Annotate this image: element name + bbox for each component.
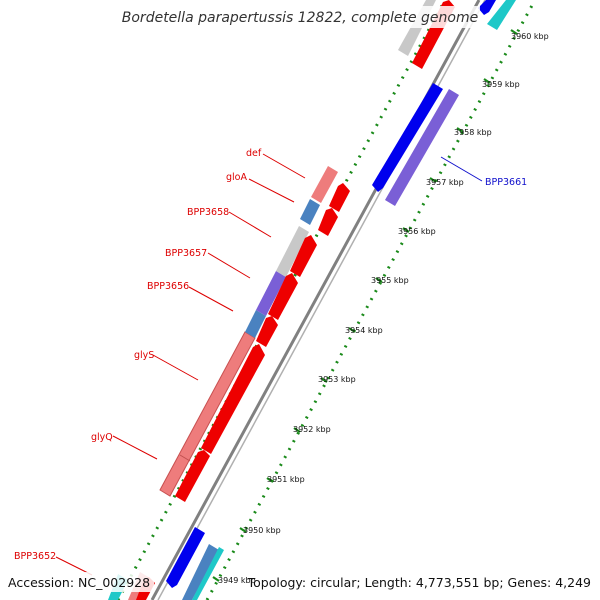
gc-track-inner bbox=[205, 0, 537, 600]
footer-backdrop-left bbox=[4, 572, 154, 592]
footer-backdrop-right bbox=[258, 572, 596, 592]
accession-label: Accession: NC_002928 bbox=[8, 575, 150, 590]
scale-label: 3957 kbp bbox=[426, 178, 464, 187]
feature-gray-1[interactable] bbox=[276, 226, 309, 277]
reverse-cds-track bbox=[166, 0, 516, 600]
cds-def[interactable] bbox=[329, 183, 350, 212]
cds-BPP3657[interactable] bbox=[268, 273, 298, 320]
scale-ticks bbox=[212, 29, 518, 582]
cds-blue-large[interactable] bbox=[372, 83, 443, 192]
feature-pink-def[interactable] bbox=[311, 166, 338, 203]
outer-feature-track bbox=[108, 0, 436, 600]
gene-label-BPP3657: BPP3657 bbox=[165, 248, 207, 259]
cds-steel-bottom[interactable] bbox=[182, 544, 219, 600]
scale-label: 3951 kbp bbox=[267, 475, 305, 484]
cds-glyQ[interactable] bbox=[175, 450, 210, 502]
cds-glyS[interactable] bbox=[201, 344, 265, 454]
feature-steel-2[interactable] bbox=[300, 199, 320, 225]
cds-cyan-bottom[interactable] bbox=[192, 547, 224, 600]
scale-label: 3956 kbp bbox=[398, 227, 436, 236]
scale-label: 3954 kbp bbox=[345, 326, 383, 335]
feature-pink-large[interactable] bbox=[159, 331, 256, 497]
cds-BPP3658[interactable] bbox=[290, 235, 317, 277]
title-backdrop bbox=[120, 6, 480, 28]
feature-lavender-1[interactable] bbox=[256, 271, 286, 316]
gene-label-BPP3652: BPP3652 bbox=[14, 551, 56, 562]
feature-steel-1[interactable] bbox=[245, 310, 266, 338]
cds-blue-bottom[interactable] bbox=[166, 527, 205, 588]
scale-label: 3953 kbp bbox=[318, 375, 356, 384]
forward-cds-track bbox=[136, 0, 455, 600]
scale-label: 3950 kbp bbox=[243, 526, 281, 535]
scale-label: 3958 kbp bbox=[454, 128, 492, 137]
gene-label-BPP3661: BPP3661 bbox=[485, 177, 527, 188]
gene-label-glyS: glyS bbox=[134, 350, 154, 361]
label-leaders bbox=[55, 153, 306, 576]
scale-label: 3959 kbp bbox=[482, 80, 520, 89]
label-leader-blue bbox=[440, 156, 483, 182]
gene-label-BPP3656: BPP3656 bbox=[147, 281, 189, 292]
gene-label-def: def bbox=[246, 148, 262, 159]
map-title: Bordetella parapertussis 12822, complete… bbox=[122, 10, 478, 26]
scale-label: 3955 kbp bbox=[371, 276, 409, 285]
cds-BPP3656[interactable] bbox=[256, 316, 278, 347]
scale-label: 3952 kbp bbox=[293, 425, 331, 434]
scale-label: 3949 kbp bbox=[218, 576, 256, 585]
gene-label-glyQ: glyQ bbox=[91, 432, 113, 443]
cds-cyan-top[interactable] bbox=[487, 0, 516, 30]
cds-gloA[interactable] bbox=[318, 208, 338, 236]
gene-label-BPP3658: BPP3658 bbox=[187, 207, 229, 218]
cds-BPP3661[interactable] bbox=[385, 89, 459, 206]
cds-blue-top[interactable] bbox=[478, 0, 496, 15]
gene-label-gloA: gloA bbox=[226, 172, 247, 183]
scale-label: 3960 kbp bbox=[511, 32, 549, 41]
topology-summary: Topology: circular; Length: 4,773,551 bp… bbox=[247, 575, 591, 590]
